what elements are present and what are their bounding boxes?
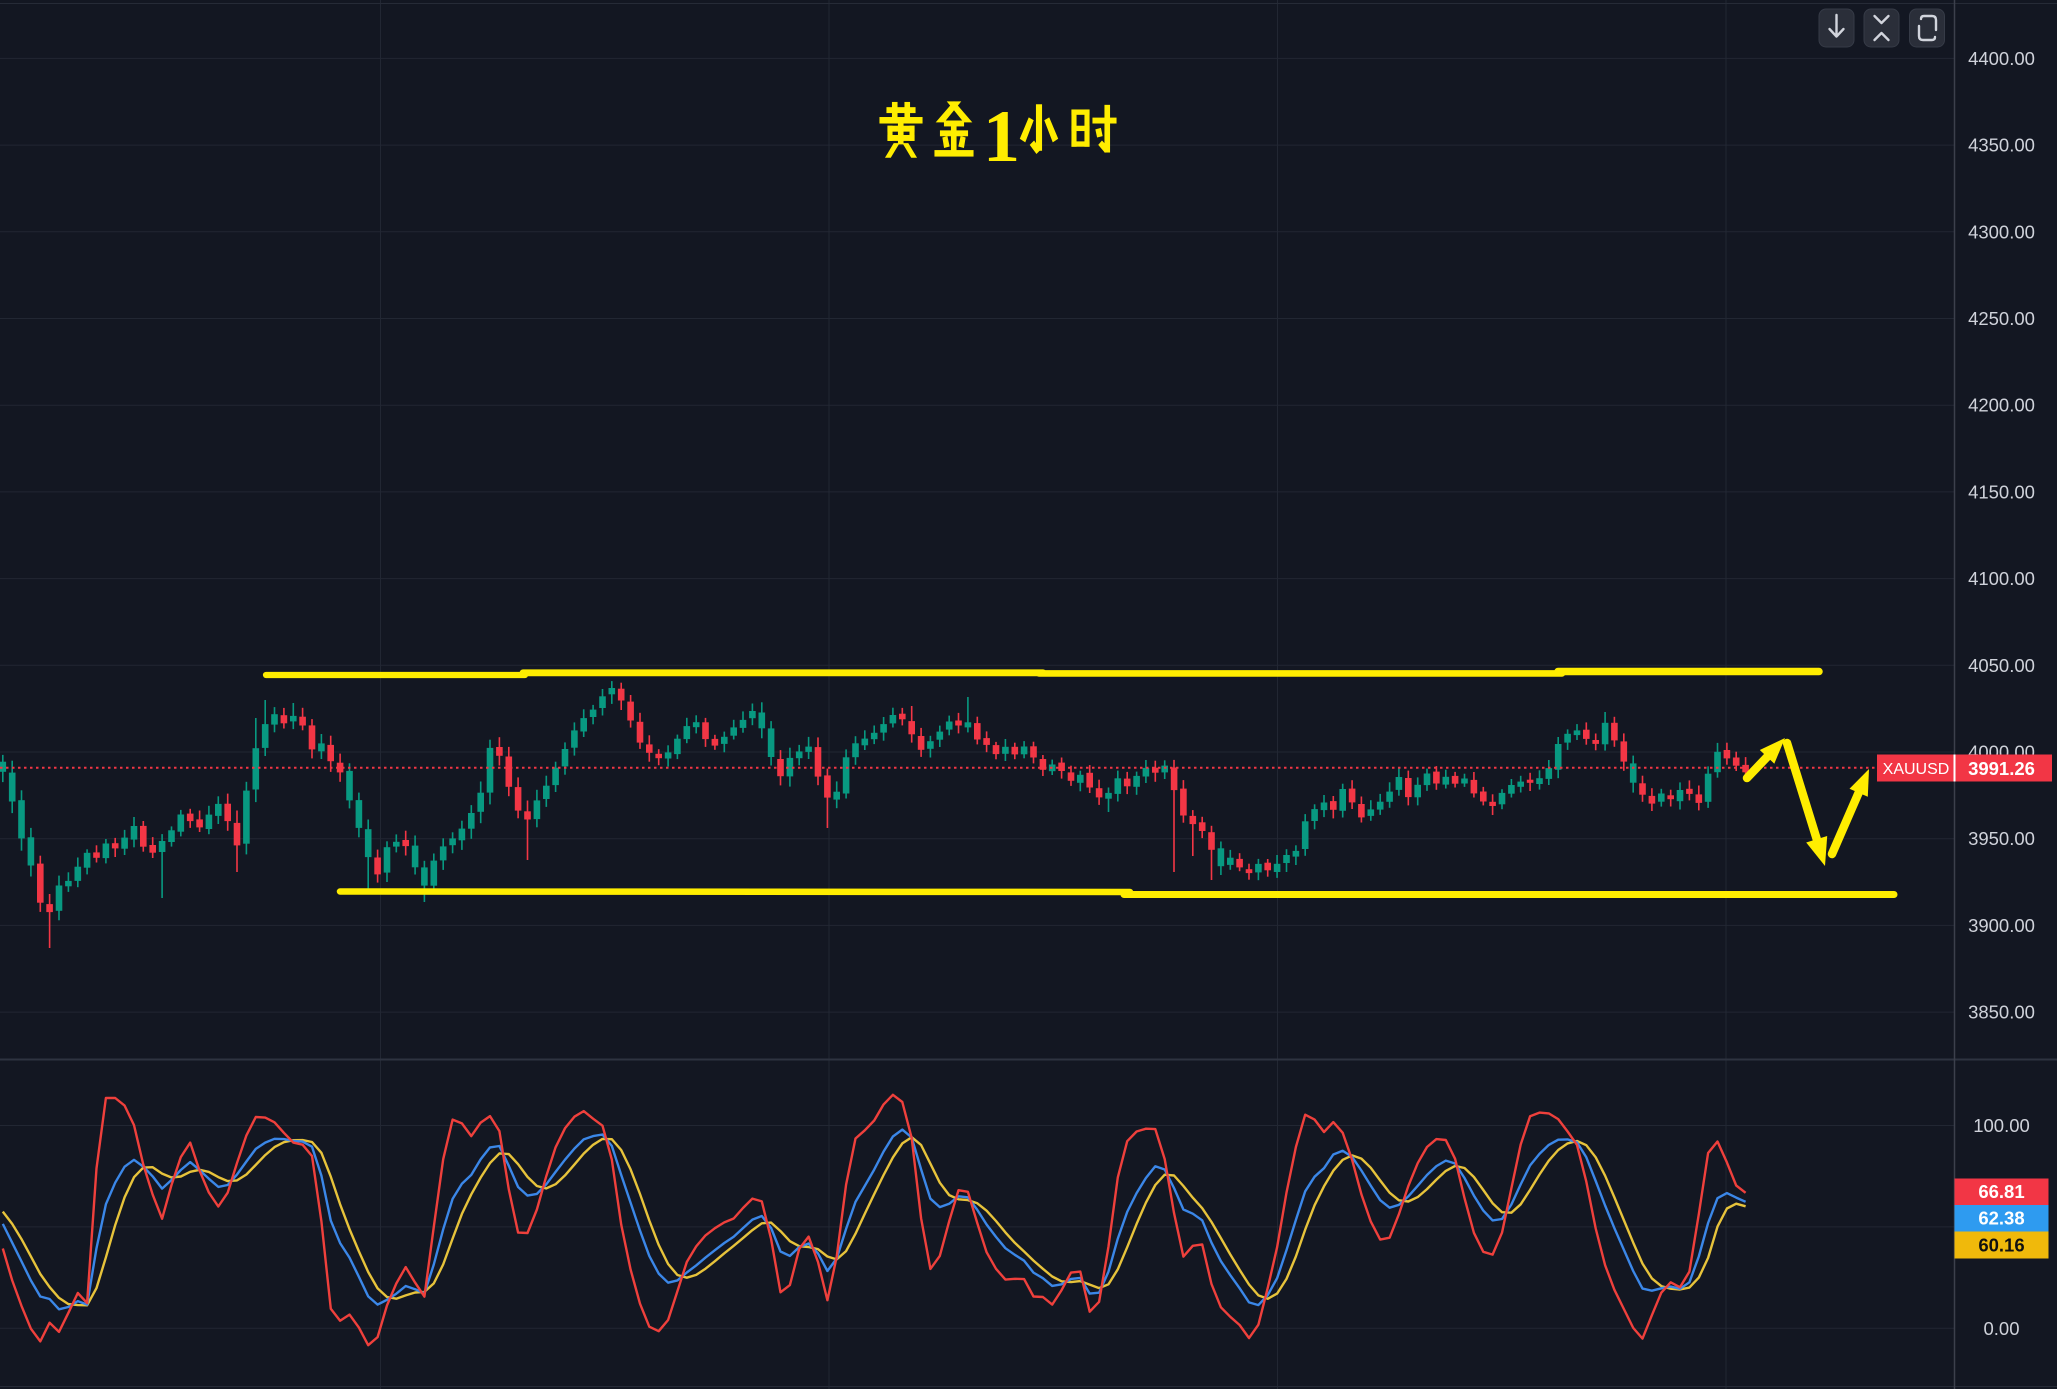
- svg-text:4350.00: 4350.00: [1968, 135, 2035, 156]
- svg-text:4150.00: 4150.00: [1968, 481, 2035, 502]
- svg-text:1: 1: [983, 96, 1020, 178]
- svg-text:3950.00: 3950.00: [1968, 828, 2035, 849]
- svg-text:0.00: 0.00: [1983, 1318, 2019, 1339]
- svg-text:3991.26: 3991.26: [1968, 758, 2035, 779]
- svg-text:3900.00: 3900.00: [1968, 915, 2035, 936]
- svg-text:4300.00: 4300.00: [1968, 221, 2035, 242]
- svg-text:4400.00: 4400.00: [1968, 48, 2035, 69]
- svg-text:66.81: 66.81: [1978, 1181, 2024, 1202]
- svg-text:62.38: 62.38: [1978, 1208, 2024, 1229]
- svg-text:4250.00: 4250.00: [1968, 308, 2035, 329]
- svg-text:4200.00: 4200.00: [1968, 395, 2035, 416]
- svg-text:4050.00: 4050.00: [1968, 655, 2035, 676]
- svg-text:60.16: 60.16: [1978, 1235, 2024, 1256]
- svg-text:100.00: 100.00: [1973, 1115, 2030, 1136]
- svg-text:3850.00: 3850.00: [1968, 1002, 2035, 1023]
- svg-text:4100.00: 4100.00: [1968, 568, 2035, 589]
- svg-text:XAUUSD: XAUUSD: [1883, 761, 1950, 778]
